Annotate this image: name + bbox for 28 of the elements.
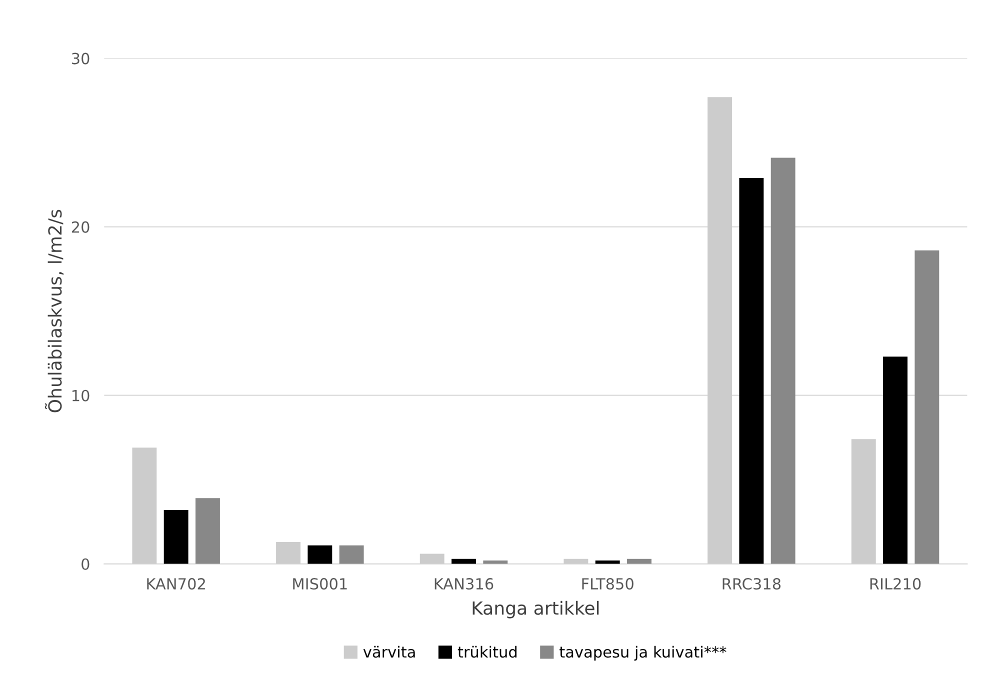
bar: [851, 439, 876, 564]
bar: [132, 448, 157, 564]
x-tick-label: KAN316: [434, 578, 494, 590]
bar: [739, 178, 764, 564]
y-tick-label: 0: [82, 558, 90, 570]
bar: [308, 545, 332, 564]
legend-label: värvita: [363, 646, 415, 658]
y-tick-label: 30: [72, 52, 90, 64]
x-tick-label: MIS001: [293, 578, 347, 590]
bar: [276, 542, 300, 564]
y-tick-label: 10: [72, 390, 90, 402]
bar: [708, 97, 732, 564]
y-tick-label: 20: [72, 221, 90, 233]
bar: [770, 158, 796, 564]
x-tick-label: FLT850: [582, 578, 634, 590]
x-axis-title: Kanga artikkel: [472, 600, 599, 618]
bar: [883, 356, 908, 564]
x-tick-label: KAN702: [147, 578, 205, 590]
bar: [196, 498, 220, 564]
y-axis-title: Õhuläbilaskvus, l/m2/s: [44, 210, 64, 412]
bar: [339, 545, 364, 564]
x-tick-label: RRC318: [722, 578, 781, 590]
bar: [420, 554, 444, 564]
bar: [164, 510, 188, 564]
legend-label: tavapesu ja kuivati***: [560, 646, 726, 661]
bar: [914, 250, 940, 564]
x-tick-label: RIL210: [870, 578, 921, 590]
legend-label: trükitud: [458, 646, 516, 658]
